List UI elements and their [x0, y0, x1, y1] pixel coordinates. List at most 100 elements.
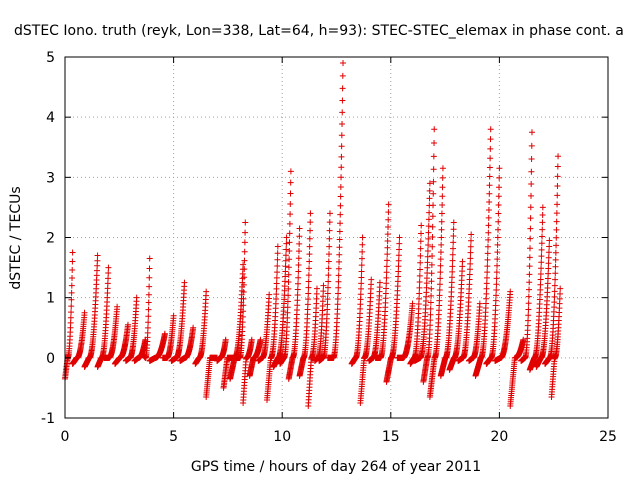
y-axis-label: dSTEC / TECUs [8, 186, 24, 289]
data-point [493, 286, 500, 293]
data-point [427, 311, 434, 318]
data-point [324, 290, 331, 297]
data-point [427, 305, 434, 312]
data-point [431, 126, 438, 133]
data-point [486, 173, 493, 180]
data-point [424, 247, 431, 254]
data-point [305, 278, 312, 285]
data-point [68, 289, 75, 296]
data-point [493, 292, 500, 299]
data-point [436, 286, 443, 293]
data-point [241, 248, 248, 255]
data-point [493, 269, 500, 276]
data-point [415, 301, 422, 308]
data-point [486, 198, 493, 205]
data-point [284, 304, 291, 311]
data-point [170, 312, 177, 319]
data-point [385, 224, 392, 231]
data-point [339, 72, 346, 79]
data-points [62, 60, 564, 409]
data-point [320, 293, 327, 300]
data-point [545, 254, 552, 261]
data-point [486, 182, 493, 189]
data-point [286, 230, 293, 237]
data-point [528, 168, 535, 175]
data-point [449, 263, 456, 270]
data-point [384, 238, 391, 245]
data-point [395, 263, 402, 270]
data-point [68, 296, 75, 303]
data-point [417, 266, 424, 273]
data-point [426, 180, 433, 187]
data-point [283, 234, 290, 241]
data-point [437, 269, 444, 276]
data-point [240, 261, 247, 268]
data-point [554, 163, 561, 170]
data-point [274, 256, 281, 263]
data-point [424, 264, 431, 271]
data-point [305, 284, 312, 291]
data-point [286, 256, 293, 263]
data-point [425, 216, 432, 223]
data-point [396, 240, 403, 247]
data-point [338, 153, 345, 160]
data-point [287, 201, 294, 208]
data-point [507, 288, 514, 295]
data-point [485, 222, 492, 229]
data-point [449, 274, 456, 281]
data-point [273, 291, 280, 298]
data-point [67, 314, 74, 321]
data-point [429, 234, 436, 241]
data-point [553, 242, 560, 249]
data-point [81, 309, 88, 316]
data-point [320, 282, 327, 289]
data-point [283, 246, 290, 253]
data-point [144, 324, 151, 331]
data-point [553, 218, 560, 225]
chart-title: dSTEC Iono. truth (reyk, Lon=338, Lat=64… [14, 23, 624, 39]
data-point [146, 255, 153, 262]
data-point [306, 265, 313, 272]
data-point [538, 240, 545, 247]
data-point [359, 248, 366, 255]
data-point [285, 271, 292, 278]
data-point [449, 268, 456, 275]
data-point [384, 244, 391, 251]
data-point [239, 319, 246, 326]
data-point [335, 272, 342, 279]
data-point [337, 220, 344, 227]
data-point [527, 204, 534, 211]
data-point [526, 271, 533, 278]
data-point [466, 276, 473, 283]
data-point [358, 262, 365, 269]
data-point [485, 214, 492, 221]
data-point [424, 259, 431, 266]
data-point [553, 210, 560, 217]
data-point [554, 182, 561, 189]
data-point [339, 109, 346, 116]
data-point [326, 227, 333, 234]
data-point [423, 275, 430, 282]
data-point [545, 265, 552, 272]
data-point [324, 296, 331, 303]
data-point [67, 319, 74, 326]
data-point [466, 266, 473, 273]
data-point [295, 274, 302, 281]
data-point [525, 312, 532, 319]
data-point [282, 263, 289, 270]
data-point [395, 273, 402, 280]
data-point [450, 239, 457, 246]
data-point [424, 253, 431, 260]
data-point [325, 265, 332, 272]
data-point [282, 252, 289, 259]
data-point [359, 241, 366, 248]
data-point [241, 239, 248, 246]
data-point [240, 295, 247, 302]
data-point [203, 288, 210, 295]
data-point [438, 226, 445, 233]
data-point [385, 209, 392, 216]
data-point [527, 215, 534, 222]
data-point [552, 256, 559, 263]
data-point [485, 207, 492, 214]
data-point [337, 193, 344, 200]
